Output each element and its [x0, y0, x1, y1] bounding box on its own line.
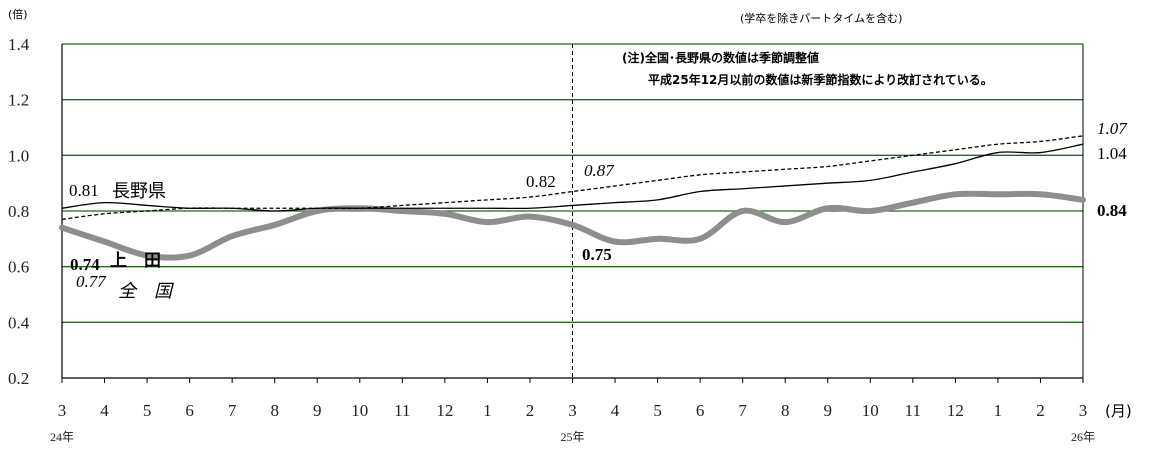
nagano-end-value: 1.04	[1097, 144, 1127, 163]
series-layer	[59, 135, 1086, 261]
x-tick-label: 11	[905, 401, 921, 420]
y-tick-label: 0.4	[8, 313, 30, 332]
x-tick-label: 6	[696, 401, 705, 420]
y-tick-label: 1.4	[8, 35, 30, 54]
y-tick-label: 0.8	[8, 202, 29, 221]
year-label: 24年	[50, 430, 74, 444]
year-label: 25年	[560, 430, 584, 444]
y-tick-label: 0.6	[8, 258, 29, 277]
zenkoku-series-label: 全 国	[118, 281, 175, 302]
x-tick-label: 10	[862, 401, 879, 420]
x-tick-label: 11	[394, 401, 410, 420]
top-note: (学卒を除きパートタイムを含む)	[740, 11, 902, 25]
x-tick-label: 1	[483, 401, 492, 420]
x-tick-label: 7	[738, 401, 747, 420]
x-tick-label: 3	[1079, 401, 1088, 420]
x-tick-label: 4	[611, 401, 620, 420]
x-unit-label: (月)	[1105, 402, 1132, 420]
ueda-start-value: 0.74	[70, 255, 100, 274]
nagano-series-label: 長野県	[112, 181, 166, 202]
x-tick-label: 9	[824, 401, 833, 420]
x-tick-label: 1	[994, 401, 1003, 420]
x-tick-label: 4	[100, 401, 109, 420]
x-tick-label: 7	[228, 401, 237, 420]
note-line-1: (注)全国･長野県の数値は季節調整値	[622, 50, 819, 65]
x-tick-label: 6	[185, 401, 194, 420]
y-tick-label: 0.2	[8, 369, 29, 388]
x-tick-label: 10	[351, 401, 368, 420]
x-tick-label: 2	[526, 401, 535, 420]
y-unit-label: (倍)	[8, 7, 28, 21]
x-tick-label: 9	[313, 401, 322, 420]
zenkoku-start-value: 0.77	[76, 272, 107, 291]
x-tick-label: 12	[436, 401, 453, 420]
zenkoku-mid-value: 0.87	[584, 161, 615, 180]
x-tick-label: 12	[947, 401, 964, 420]
nagano-series-line	[61, 143, 1084, 212]
x-tick-label: 2	[1036, 401, 1045, 420]
year-label: 26年	[1071, 430, 1095, 444]
grid-layer	[62, 43, 1083, 323]
ueda-series-label: 上 田	[110, 251, 161, 271]
axis-layer: 1.41.21.00.80.60.40.23 4 5 6 7 8 9 10 11 12 1 2 3 4 5 6…	[8, 35, 1095, 444]
nagano-mid-value: 0.82	[526, 172, 556, 191]
ueda-series-line	[59, 190, 1086, 261]
y-tick-label: 1.0	[8, 146, 29, 165]
x-tick-label: 8	[781, 401, 790, 420]
zenkoku-end-value: 1.07	[1097, 119, 1128, 138]
x-tick-label: 8	[270, 401, 279, 420]
ueda-end-value: 0.84	[1097, 201, 1127, 220]
x-tick-label: 3	[568, 401, 577, 420]
y-tick-label: 1.2	[8, 91, 29, 110]
ueda-mid-value: 0.75	[582, 245, 612, 264]
note-line-2: 平成25年12月以前の数値は新季節指数により改訂されている。	[648, 72, 993, 87]
nagano-start-value: 0.81	[69, 181, 99, 200]
x-tick-label: 5	[653, 401, 662, 420]
x-tick-label: 5	[143, 401, 152, 420]
x-tick-label: 3	[58, 401, 67, 420]
